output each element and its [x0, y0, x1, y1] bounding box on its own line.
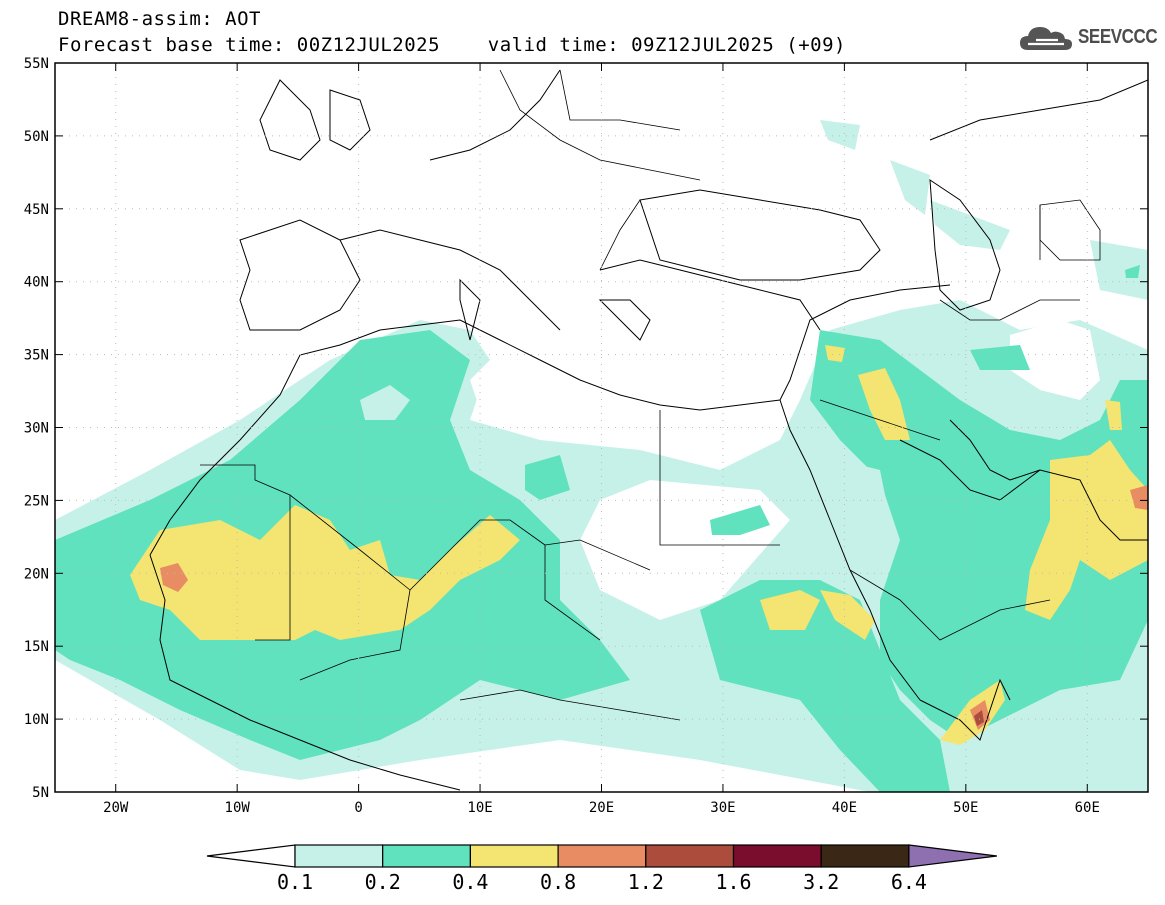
colorbar: 0.1 0.2 0.4 0.8 1.2 1.6 3.2 6.4 — [206, 844, 997, 894]
lon-label: 10W — [225, 800, 251, 816]
lat-label: 35N — [24, 348, 49, 364]
aot-band-0.4-0.8 — [130, 345, 1148, 745]
lat-label: 5N — [32, 785, 49, 801]
logo-text: SEEVCCC — [1078, 25, 1158, 48]
lon-label: 20E — [589, 800, 614, 816]
lat-label: 30N — [24, 421, 49, 437]
colorbar-swatch — [557, 844, 647, 868]
colorbar-swatch — [382, 844, 472, 868]
colorbar-swatch — [645, 844, 735, 868]
lon-label: 30E — [710, 800, 735, 816]
lat-label: 55N — [24, 56, 49, 72]
colorbar-label: 0.8 — [540, 870, 576, 894]
lat-label: 10N — [24, 712, 49, 728]
lon-label: 0 — [354, 800, 362, 816]
colorbar-arrow-high — [908, 844, 997, 868]
lat-label: 25N — [24, 493, 49, 509]
cloud-icon — [1020, 27, 1072, 50]
grid-lines — [55, 63, 1148, 792]
colorbar-swatch — [469, 844, 559, 868]
lon-label: 20W — [103, 800, 129, 816]
colorbar-swatch — [294, 844, 384, 868]
lon-label: 50E — [953, 800, 978, 816]
colorbar-arrow-low — [206, 844, 296, 868]
lon-label: 40E — [832, 800, 857, 816]
lon-label: 10E — [467, 800, 492, 816]
colorbar-label: 6.4 — [891, 870, 927, 894]
colorbar-swatch — [732, 844, 822, 868]
colorbar-swatch — [820, 844, 910, 868]
colorbar-label: 1.2 — [628, 870, 664, 894]
colorbar-label: 0.1 — [277, 870, 313, 894]
aot-band-holes — [360, 385, 890, 540]
seevccc-logo: SEEVCCC — [1018, 22, 1165, 52]
colorbar-label: 0.2 — [365, 870, 401, 894]
lat-label: 40N — [24, 275, 49, 291]
forecast-time-line: Forecast base time: 00Z12JUL2025 valid t… — [58, 34, 846, 56]
lon-label: 60E — [1075, 800, 1100, 816]
longitude-axis: 20W 10W 0 10E 20E 30E 40E 50E 60E — [103, 63, 1100, 816]
latitude-axis: 55N 50N 45N 40N 35N 30N 25N 20N 15N 10N 5N — [24, 56, 1148, 801]
lat-label: 20N — [24, 566, 49, 582]
lat-label: 15N — [24, 639, 49, 655]
lat-label: 45N — [24, 202, 49, 218]
colorbar-label: 1.6 — [715, 870, 751, 894]
country-borders — [200, 69, 1101, 721]
colorbar-label: 3.2 — [803, 870, 839, 894]
map-title: DREAM8-assim: AOT — [58, 8, 261, 30]
aot-band-1.2-1.6 — [974, 710, 984, 726]
colorbar-label: 0.4 — [452, 870, 488, 894]
lat-label: 50N — [24, 129, 49, 145]
